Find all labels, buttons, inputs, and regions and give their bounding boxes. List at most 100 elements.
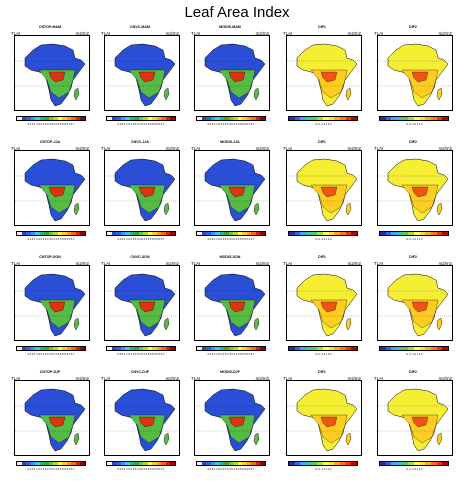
- colorbar-swatch: [237, 117, 243, 120]
- colorbar-swatch: [233, 347, 238, 350]
- colorbar: [106, 231, 176, 236]
- colorbar-swatch: [210, 462, 216, 465]
- colorbar-swatch: [107, 117, 112, 120]
- colorbar-swatch: [323, 117, 329, 120]
- madagascar-shape: [345, 202, 352, 216]
- colorbar-swatch: [260, 232, 265, 235]
- colorbar-swatch: [233, 117, 238, 120]
- colorbar-ticks: -3 -2 -1 0 1 2 3: [314, 468, 332, 471]
- colorbar: [288, 346, 358, 351]
- colorbar: [379, 116, 449, 121]
- colorbar-swatch: [233, 232, 238, 235]
- colorbar: [288, 231, 358, 236]
- colorbar-swatch: [345, 232, 352, 235]
- colorbar-swatch: [129, 117, 135, 120]
- colorbar-swatch: [215, 117, 220, 120]
- unit-right-label: m2/m2: [438, 31, 452, 36]
- colorbar-swatch: [380, 117, 386, 120]
- colorbar-swatch: [152, 232, 157, 235]
- colorbar-swatch: [408, 232, 415, 235]
- colorbar-swatch: [125, 117, 130, 120]
- colorbar-swatch: [251, 117, 256, 120]
- colorbar-swatch: [300, 347, 307, 350]
- colorbar-swatch: [242, 117, 247, 120]
- colorbar-ticks: -3 -2 -1 0 1 2 3: [314, 238, 332, 241]
- high-value-zone: [138, 71, 156, 83]
- colorbar-swatch: [294, 232, 301, 235]
- africa-map: [194, 35, 270, 111]
- colorbar-swatch: [62, 347, 67, 350]
- colorbar-swatch: [334, 232, 341, 235]
- map-panel: CNVC-DJF TLAI m2/m2 0 0.5 1 1.5 2 2.5 3 3.5…: [100, 370, 180, 476]
- madagascar-shape: [253, 432, 260, 446]
- colorbar-swatch: [197, 462, 202, 465]
- colorbar-swatch: [48, 232, 54, 235]
- colorbar-swatch: [30, 232, 36, 235]
- vegetation-zone: [38, 414, 76, 444]
- madagascar-shape: [73, 202, 80, 216]
- africa-map: [104, 380, 180, 456]
- colorbar-swatch: [35, 347, 40, 350]
- colorbar-swatch: [107, 232, 112, 235]
- colorbar-swatch: [48, 117, 54, 120]
- high-value-zone: [320, 71, 338, 83]
- madagascar-shape: [73, 432, 80, 446]
- colorbar-swatch: [419, 347, 426, 350]
- colorbar-swatch: [161, 232, 166, 235]
- africa-map: [14, 380, 90, 456]
- high-value-zone: [411, 186, 429, 198]
- colorbar: [16, 346, 86, 351]
- panel-title: CNVC-JJA: [131, 140, 149, 144]
- colorbar-swatch: [134, 232, 139, 235]
- colorbar-swatch: [210, 232, 216, 235]
- colorbar-swatch: [246, 347, 252, 350]
- colorbar: [196, 116, 266, 121]
- unit-left-label: TLAI: [283, 261, 293, 266]
- colorbar-swatch: [340, 232, 346, 235]
- colorbar-swatch: [156, 232, 162, 235]
- colorbar-swatch: [206, 347, 211, 350]
- unit-right-label: m2/m2: [75, 261, 89, 266]
- colorbar-swatch: [385, 117, 392, 120]
- unit-right-label: m2/m2: [438, 146, 452, 151]
- colorbar-swatch: [300, 232, 307, 235]
- high-value-zone: [138, 186, 156, 198]
- unit-right-label: m2/m2: [438, 376, 452, 381]
- colorbar-swatch: [116, 117, 121, 120]
- colorbar-swatch: [161, 117, 166, 120]
- high-value-zone: [228, 71, 246, 83]
- colorbar-swatch: [62, 462, 67, 465]
- panel-title: CNTOP-MAM: [38, 25, 62, 29]
- colorbar-ticks: 0 0.5 1 1.5 2 2.5 3 3.5 4 4.5 5 5.5 6 6.…: [117, 353, 165, 356]
- colorbar-swatch: [165, 347, 171, 350]
- colorbar-swatch: [414, 117, 420, 120]
- colorbar-swatch: [53, 347, 58, 350]
- panel-title: MODIS-DJF: [220, 370, 240, 374]
- colorbar-swatch: [138, 117, 144, 120]
- africa-map: [286, 265, 362, 341]
- colorbar-swatch: [161, 462, 166, 465]
- panel-title: CNTOP-DJF: [39, 370, 61, 374]
- colorbar-swatch: [201, 462, 207, 465]
- colorbar-swatch: [436, 347, 443, 350]
- colorbar-swatch: [147, 232, 153, 235]
- colorbar-swatch: [143, 462, 148, 465]
- colorbar-swatch: [334, 117, 341, 120]
- colorbar-swatch: [306, 347, 312, 350]
- map-panel: CNVC-JJA TLAI m2/m2 0 0.5 1 1.5 2 2.5 3 3.5…: [100, 140, 180, 246]
- colorbar-swatch: [44, 462, 49, 465]
- vegetation-zone: [128, 184, 166, 214]
- unit-left-label: TLAI: [11, 31, 21, 36]
- unit-right-label: m2/m2: [347, 146, 361, 151]
- colorbar-swatch: [402, 347, 409, 350]
- colorbar-swatch: [206, 117, 211, 120]
- colorbar-swatch: [255, 462, 261, 465]
- colorbar-swatch: [233, 462, 238, 465]
- colorbar-swatch: [129, 347, 135, 350]
- colorbar-swatch: [120, 232, 126, 235]
- colorbar-swatch: [210, 347, 216, 350]
- colorbar-swatch: [255, 232, 261, 235]
- map-panel: MODIS-JJA TLAI m2/m2 0 0.5 1 1.5 2 2.5 3 3.…: [190, 140, 270, 246]
- colorbar-swatch: [39, 232, 45, 235]
- colorbar: [16, 231, 86, 236]
